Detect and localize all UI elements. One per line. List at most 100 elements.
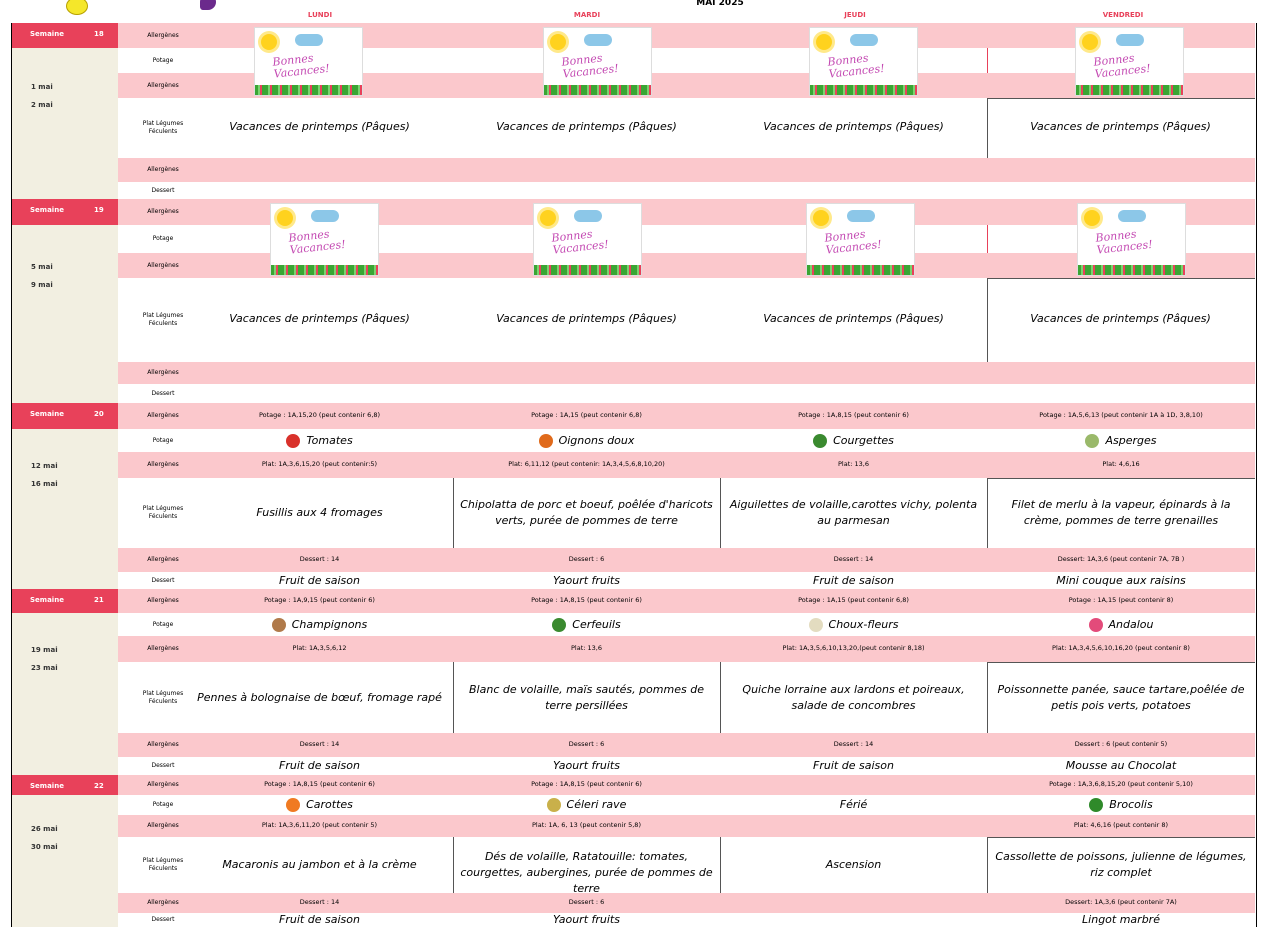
- week-block: Semaine 18 1 mai 2 mai Allergènes Potage Aller…: [12, 23, 1255, 199]
- week-side-panel: [12, 23, 118, 199]
- row-label-dessert: Dessert: [151, 762, 175, 769]
- row-label-potage: Potage: [152, 801, 174, 808]
- dessert-item: Fruit de saison: [813, 573, 894, 587]
- flowers-icon: [271, 265, 378, 275]
- column-divider: [987, 478, 988, 548]
- week-end-date: 2 mai: [31, 101, 53, 109]
- plat-row-border: [987, 662, 1255, 663]
- row-label-plat: Plat Légumes: [142, 312, 184, 319]
- plat-item: Macaronis au jambon et à la crème: [222, 858, 417, 871]
- row-label-allergenes: Allergènes: [147, 822, 179, 829]
- week-end-date: 30 mai: [31, 843, 58, 851]
- week-start-date: 1 mai: [31, 83, 53, 91]
- potage-allergens: Potage : 1A,8,15 (peut contenir 6): [531, 596, 642, 604]
- plat-allergens: Plat: 4,6,16: [1102, 460, 1140, 468]
- column-divider: [987, 98, 988, 158]
- eggplant-icon: [200, 0, 216, 10]
- lemon-icon: [66, 0, 88, 15]
- sun-icon: [540, 210, 556, 226]
- row-label-allergenes: Allergènes: [147, 369, 179, 376]
- potage-allergens: Potage : 1A,15 (peut contenir 8): [1068, 596, 1174, 604]
- potage-item: Céleri rave: [453, 797, 720, 813]
- potage-item: Andalou: [987, 617, 1255, 633]
- week-block: Semaine 22 26 mai 30 mai Allergènes Potage All…: [12, 775, 1255, 927]
- vacation-image: Bonnes Vacances!: [806, 203, 915, 276]
- dessert-allergens: Dessert : 6 (peut contenir 5): [1074, 740, 1168, 748]
- dessert-allergens: Dessert : 14: [299, 740, 340, 748]
- potage-item: Cerfeuils: [453, 617, 720, 633]
- potage-item: Oignons doux: [453, 433, 720, 449]
- dessert-item: Mousse au Chocolat: [1065, 759, 1177, 772]
- row-label-allergenes: Allergènes: [147, 741, 179, 748]
- plat-allergens: Plat: 1A,3,5,6,12: [292, 644, 347, 652]
- carrot-icon: [286, 798, 301, 812]
- sun-icon: [1082, 34, 1098, 50]
- cloud-icon: [311, 210, 339, 222]
- column-divider: [453, 837, 454, 893]
- plat-allergens: Plat: 1A, 6, 13 (peut contenir 5,8): [532, 821, 641, 829]
- dessert-item: Yaourt fruits: [553, 913, 620, 926]
- flowers-icon: [1076, 85, 1183, 95]
- plat-item: Dés de volaille, Ratatouille: tomates, c…: [460, 850, 713, 895]
- potage-name: Tomates: [306, 433, 353, 447]
- day-header-vendredi: VENDREDI: [1102, 11, 1144, 19]
- chervil-icon: [552, 617, 567, 632]
- plat-allergens: Plat: 6,11,12 (peut contenir: 1A,3,4,5,6…: [508, 460, 665, 468]
- week-header: Semaine 22: [12, 775, 118, 795]
- potage-item: Carottes: [186, 797, 453, 813]
- allergen-band: [118, 815, 1255, 837]
- dessert-item: Fruit de saison: [279, 759, 360, 772]
- dessert-allergens: Dessert : 6: [568, 898, 605, 906]
- column-divider: [720, 837, 721, 893]
- row-label-feculents: Féculents: [148, 865, 178, 872]
- row-label-allergenes: Allergènes: [147, 645, 179, 652]
- andalou-icon: [1088, 617, 1103, 632]
- week-header: Semaine 18: [12, 23, 118, 48]
- plat-row-border: [987, 278, 1255, 279]
- week-number: 19: [94, 206, 104, 214]
- plat-allergens: Plat: 1A,3,6,15,20 (peut contenir:5): [261, 460, 378, 468]
- potage-item: Asperges: [987, 433, 1255, 449]
- sun-icon: [550, 34, 566, 50]
- potage-allergens: Potage : 1A,3,6,8,15,20 (peut contenir 5…: [1049, 780, 1193, 788]
- vacation-label: Vacances de printemps (Pâques): [763, 120, 944, 133]
- row-label-dessert: Dessert: [151, 916, 175, 923]
- potage-allergens: Potage : 1A,8,15 (peut contenir 6): [531, 780, 642, 788]
- vacation-label: Vacances de printemps (Pâques): [763, 312, 944, 325]
- day-header-jeudi: JEUDI: [844, 11, 866, 19]
- onion-icon: [538, 433, 553, 448]
- flowers-icon: [255, 85, 362, 95]
- potage-name: Asperges: [1105, 433, 1157, 447]
- row-label-allergenes: Allergènes: [147, 81, 179, 89]
- sun-icon: [1084, 210, 1100, 226]
- cloud-icon: [850, 34, 878, 46]
- cloud-icon: [295, 34, 323, 46]
- dessert-item: Yaourt fruits: [553, 759, 620, 772]
- column-divider: [987, 278, 988, 362]
- allergen-band: [118, 589, 1255, 613]
- potage-allergens: Potage : 1A,5,6,13 (peut contenir 1A à 1…: [1039, 411, 1203, 419]
- row-label-feculents: Féculents: [148, 320, 178, 327]
- column-divider: [453, 662, 454, 733]
- plat-item: Cassollette de poissons, julienne de lég…: [995, 850, 1247, 879]
- week-label: Semaine: [30, 782, 64, 790]
- potage-item: Tomates: [186, 433, 453, 449]
- sun-icon: [277, 210, 293, 226]
- vacation-image: Bonnes Vacances!: [1075, 27, 1184, 96]
- day-header-mardi: MARDI: [573, 11, 601, 19]
- week-side-panel: [12, 199, 118, 403]
- potage-name: Cerfeuils: [572, 617, 621, 631]
- potage-item: Choux-fleurs: [720, 617, 987, 633]
- sun-icon: [261, 34, 277, 50]
- potage-name: Brocolis: [1109, 798, 1153, 811]
- row-label-allergenes: Allergènes: [147, 556, 179, 563]
- week-end-date: 23 mai: [31, 664, 58, 672]
- row-label-allergenes: Allergènes: [147, 412, 179, 419]
- week-side-panel: [12, 589, 118, 775]
- vacation-label: Vacances de printemps (Pâques): [1030, 120, 1211, 133]
- column-divider: [987, 837, 988, 893]
- week-number: 21: [94, 596, 104, 604]
- row-label-plat: Plat Légumes: [142, 689, 184, 697]
- column-divider: [720, 478, 721, 548]
- week-number: 18: [94, 30, 104, 38]
